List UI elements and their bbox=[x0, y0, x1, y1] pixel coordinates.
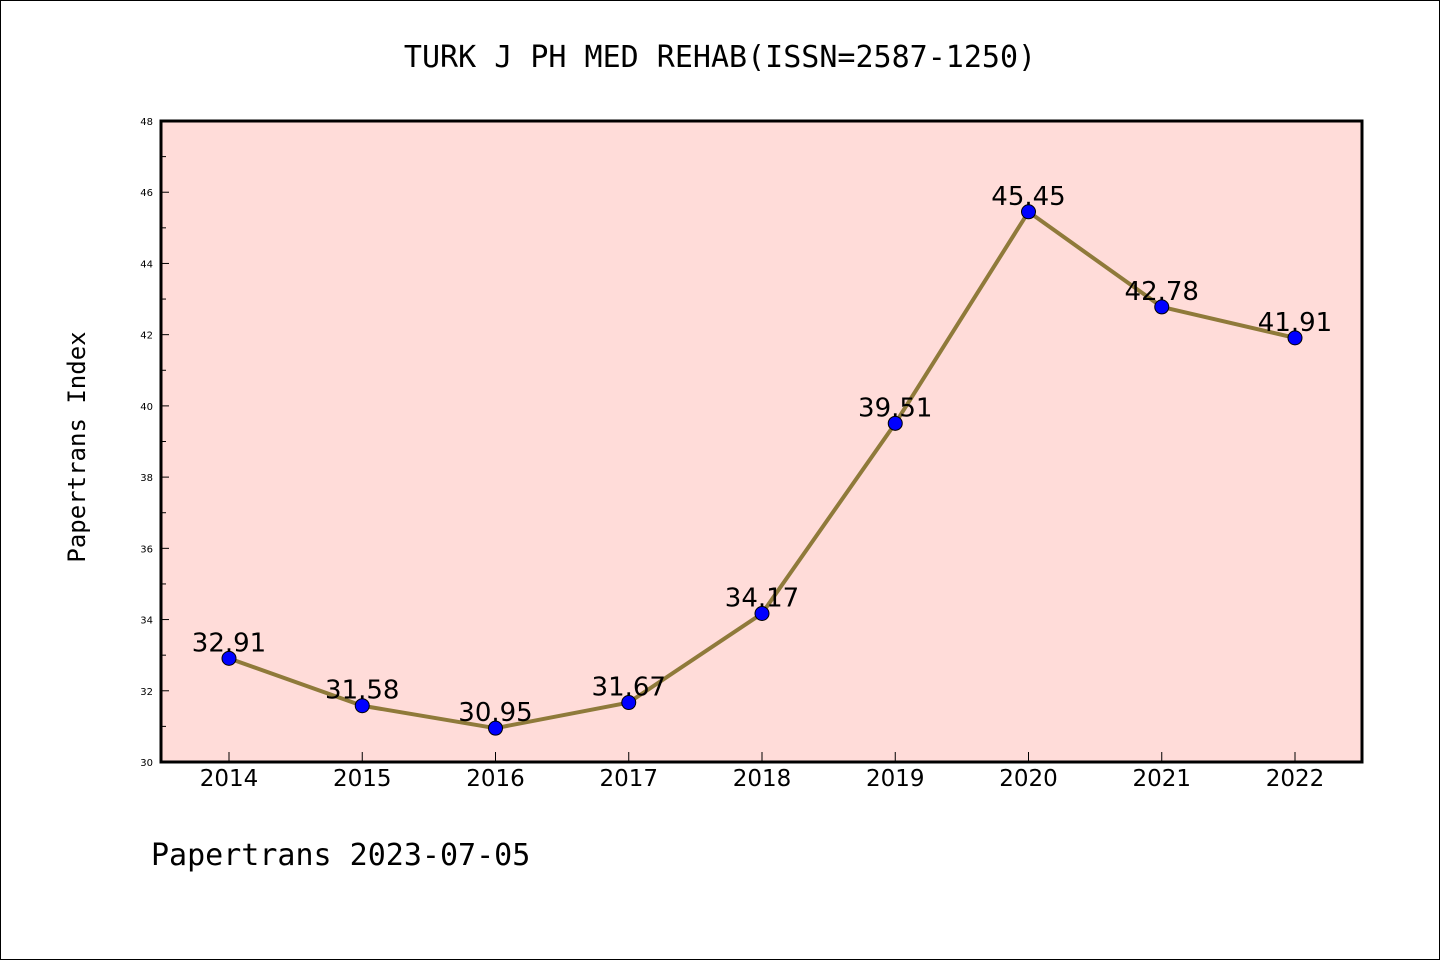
chart-title: TURK J PH MED REHAB(ISSN=2587-1250) bbox=[404, 40, 1036, 75]
data-label: 34.17 bbox=[725, 584, 799, 614]
data-labels: 32.91 31.58 30.95 31.67 34.17 39.51 45.45 42.78… bbox=[192, 182, 1332, 728]
data-point bbox=[221, 650, 237, 666]
data-point bbox=[488, 720, 503, 736]
y-tick-label: 38 bbox=[140, 473, 153, 484]
y-tick-label: 36 bbox=[140, 544, 153, 555]
data-label: 32.91 bbox=[192, 628, 266, 658]
data-label: 45.45 bbox=[991, 182, 1065, 212]
y-axis-label: Papertrans Index bbox=[63, 331, 91, 562]
data-point bbox=[1021, 204, 1036, 220]
x-tick-label: 2014 bbox=[200, 766, 259, 792]
y-tick-label: 42 bbox=[140, 331, 153, 342]
y-tick-label: 48 bbox=[140, 117, 153, 128]
data-point bbox=[754, 606, 770, 622]
data-label: 30.95 bbox=[458, 698, 532, 728]
y-tick-label: 44 bbox=[140, 259, 153, 270]
x-tick-label: 2019 bbox=[866, 766, 925, 792]
data-label: 41.91 bbox=[1258, 308, 1332, 338]
x-tick-label: 2017 bbox=[599, 766, 658, 792]
data-point bbox=[887, 415, 903, 431]
y-tick-label: 46 bbox=[140, 188, 153, 199]
footer-text: Papertrans 2023-07-05 bbox=[151, 838, 530, 873]
data-label: 42.78 bbox=[1125, 277, 1199, 307]
x-tick-label: 2022 bbox=[1266, 766, 1325, 792]
series-layer bbox=[221, 204, 1303, 736]
x-tick-label: 2016 bbox=[466, 766, 525, 792]
y-tick-label: 34 bbox=[140, 616, 153, 627]
x-tick-label: 2020 bbox=[999, 766, 1058, 792]
data-label: 39.51 bbox=[858, 393, 932, 423]
x-tick-label: 2021 bbox=[1132, 766, 1191, 792]
data-point bbox=[621, 695, 637, 711]
data-label: 31.58 bbox=[325, 676, 399, 706]
data-point bbox=[1287, 330, 1303, 346]
data-point bbox=[1154, 299, 1170, 315]
data-point bbox=[354, 698, 370, 714]
x-tick-label: 2018 bbox=[733, 766, 792, 792]
x-tick-label: 2015 bbox=[333, 766, 392, 792]
y-tick-label: 30 bbox=[140, 758, 153, 769]
data-label: 31.67 bbox=[592, 673, 666, 703]
plot-area bbox=[159, 119, 1364, 764]
y-tick-label: 40 bbox=[140, 402, 153, 413]
y-axis: 30 32 34 36 38 40 42 44 46 48 bbox=[140, 117, 169, 769]
y-tick-label: 32 bbox=[140, 687, 153, 698]
x-axis: 2014 2015 2016 2017 2018 2019 2020 2021 2022 bbox=[200, 752, 1325, 792]
